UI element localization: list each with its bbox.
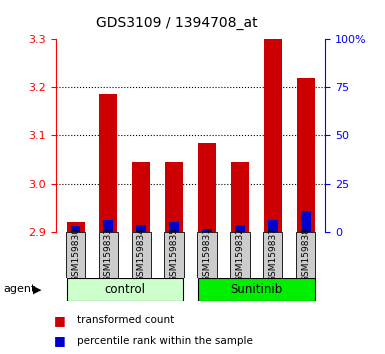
Text: Sunitinib: Sunitinib [230, 283, 283, 296]
Bar [231, 162, 249, 232]
Text: GDS3109 / 1394708_at: GDS3109 / 1394708_at [96, 16, 258, 30]
Bar [301, 211, 311, 232]
FancyBboxPatch shape [197, 232, 217, 278]
FancyBboxPatch shape [66, 232, 85, 278]
Bar [202, 229, 212, 232]
FancyBboxPatch shape [132, 232, 151, 278]
Bar [296, 78, 315, 232]
Text: ■: ■ [54, 334, 66, 347]
FancyBboxPatch shape [99, 232, 118, 278]
FancyBboxPatch shape [230, 232, 249, 278]
Text: GSM159834: GSM159834 [137, 227, 146, 282]
Text: agent: agent [4, 284, 36, 294]
Text: GSM159831: GSM159831 [203, 227, 211, 282]
Text: GSM159833: GSM159833 [104, 227, 113, 282]
Bar [70, 226, 80, 232]
Text: ■: ■ [54, 314, 66, 327]
FancyBboxPatch shape [263, 232, 283, 278]
Text: GSM159830: GSM159830 [71, 227, 80, 282]
Text: GSM159838: GSM159838 [301, 227, 310, 282]
Text: ▶: ▶ [33, 284, 41, 294]
Text: GSM159837: GSM159837 [268, 227, 277, 282]
Bar [165, 162, 183, 232]
Bar [136, 225, 146, 232]
Bar [264, 39, 282, 232]
Text: GSM159832: GSM159832 [235, 227, 244, 282]
Bar [198, 143, 216, 232]
Bar [104, 220, 113, 232]
Bar [268, 220, 278, 232]
Text: transformed count: transformed count [77, 315, 174, 325]
FancyBboxPatch shape [198, 278, 315, 301]
Bar [67, 222, 85, 232]
Text: percentile rank within the sample: percentile rank within the sample [77, 336, 253, 346]
FancyBboxPatch shape [296, 232, 315, 278]
Text: control: control [104, 283, 146, 296]
Bar [169, 222, 179, 232]
FancyBboxPatch shape [67, 278, 183, 301]
FancyBboxPatch shape [164, 232, 184, 278]
Bar [132, 162, 150, 232]
Bar [99, 95, 117, 232]
Bar [235, 225, 245, 232]
Text: GSM159835: GSM159835 [170, 227, 179, 282]
